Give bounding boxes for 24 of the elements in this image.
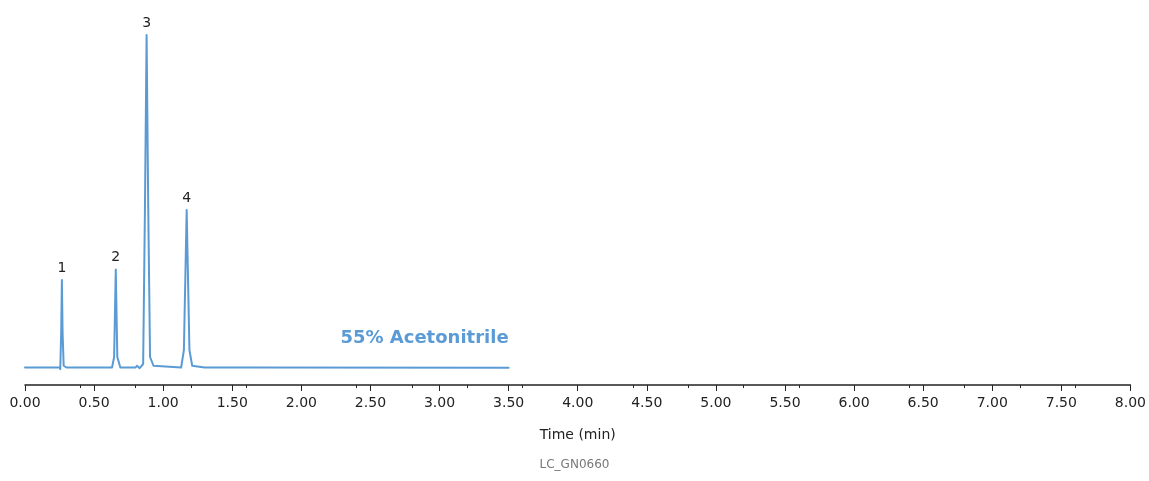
annotation: 3	[142, 13, 152, 30]
x-tick-label: 7.50	[1045, 394, 1077, 410]
annotation: 2	[111, 248, 121, 264]
x-tick-label: 2.00	[285, 394, 317, 410]
x-tick-label: 2.50	[354, 394, 387, 410]
x-tick-label: 5.00	[700, 394, 732, 410]
x-tick-label: 6.00	[838, 394, 870, 410]
annotation: 1	[57, 258, 67, 275]
x-tick-label: 1.00	[147, 394, 179, 410]
x-tick-label: 5.50	[769, 394, 801, 410]
x-tick-label: 4.50	[631, 394, 663, 410]
x-tick-label: 7.00	[976, 394, 1008, 410]
x-tick-label: 1.50	[216, 394, 248, 410]
x-axis-title: Time (min)	[538, 426, 616, 442]
x-tick-label: 4.00	[562, 394, 594, 410]
x-tick-label: 8.00	[1114, 394, 1146, 410]
annotation: 4	[182, 188, 192, 205]
x-tick-label: 3.50	[493, 394, 525, 410]
x-tick-label: 3.00	[423, 394, 456, 410]
x-tick-label: 0.00	[9, 394, 41, 410]
x-tick-label: 6.50	[907, 394, 939, 410]
x-tick-label: 0.50	[78, 394, 110, 410]
annotation: 55% Acetonitrile	[340, 326, 509, 348]
text: LC_GN0660	[539, 457, 610, 471]
